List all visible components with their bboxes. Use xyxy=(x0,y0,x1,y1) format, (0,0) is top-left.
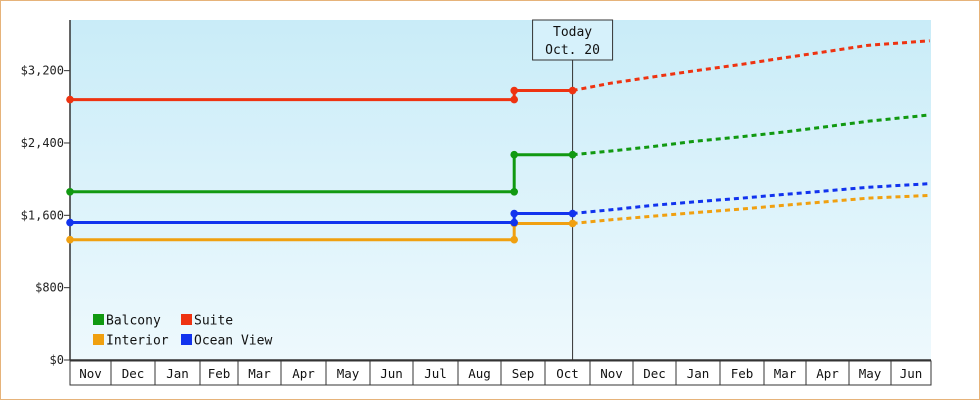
x-month-label: Sep xyxy=(512,366,535,381)
x-month-label: Jun xyxy=(900,366,923,381)
plot-background xyxy=(70,20,931,360)
legend-label-balcony: Balcony xyxy=(106,314,161,329)
x-month-label: Oct xyxy=(556,366,579,381)
legend-swatch-suite xyxy=(181,314,192,325)
series-balcony-point xyxy=(510,150,518,159)
x-month-label: May xyxy=(337,366,360,381)
y-tick-label: $0 xyxy=(50,353,64,367)
series-ocean-view-point xyxy=(510,209,518,218)
x-month-label: Mar xyxy=(774,366,797,381)
series-balcony-point xyxy=(568,150,577,159)
x-month-label: Nov xyxy=(600,366,623,381)
series-interior-point xyxy=(510,235,518,244)
legend-swatch-balcony xyxy=(93,314,104,325)
series-interior-actual-line xyxy=(70,221,573,242)
y-tick-label: $1,600 xyxy=(21,208,64,222)
series-interior-point xyxy=(568,219,577,228)
x-month-label: Apr xyxy=(816,366,839,381)
series-balcony-point xyxy=(510,188,518,196)
series-suite-point xyxy=(510,86,518,95)
y-tick-label: $2,400 xyxy=(21,136,64,150)
x-month-label: Dec xyxy=(643,366,666,381)
series-suite-actual-line xyxy=(70,89,573,102)
series-ocean-view-point xyxy=(66,218,74,227)
series-ocean-view-point xyxy=(568,209,577,218)
x-month-label: Jan xyxy=(166,366,189,381)
legend-label-ocean-view: Ocean View xyxy=(194,334,272,349)
series-ocean-view-point xyxy=(510,218,518,227)
x-month-label: Jun xyxy=(380,366,403,381)
x-month-label: Feb xyxy=(208,366,231,381)
series-balcony-actual-line xyxy=(70,153,573,194)
series-ocean-view-forecast-line xyxy=(572,182,930,216)
x-month-label: Feb xyxy=(731,366,754,381)
series-suite-point xyxy=(568,86,577,95)
legend-swatch-interior xyxy=(93,334,104,345)
series-suite-point xyxy=(66,95,74,104)
today-callout-title: Today xyxy=(553,25,592,40)
today-callout-date: Oct. 20 xyxy=(545,43,600,58)
series-ocean-view-actual-line xyxy=(70,212,573,225)
legend-label-suite: Suite xyxy=(194,314,233,329)
x-month-label: Jul xyxy=(424,366,447,381)
x-month-label: Dec xyxy=(122,366,145,381)
series-interior-point xyxy=(66,235,74,244)
x-month-label: Apr xyxy=(292,366,315,381)
x-month-label: May xyxy=(859,366,882,381)
series-suite-point xyxy=(510,95,518,104)
legend-swatch-ocean-view xyxy=(181,334,192,345)
x-month-label: Jan xyxy=(687,366,710,381)
x-month-label: Aug xyxy=(468,366,491,381)
series-interior-forecast-line xyxy=(572,193,930,225)
y-tick-label: $800 xyxy=(35,281,64,295)
x-month-label: Nov xyxy=(79,366,102,381)
series-balcony-forecast-line xyxy=(572,113,930,157)
series-balcony-point xyxy=(66,188,74,196)
series-suite-forecast-line xyxy=(572,39,930,93)
x-month-label: Mar xyxy=(248,366,271,381)
today-callout xyxy=(532,19,614,61)
legend-label-interior: Interior xyxy=(106,334,169,349)
y-tick-label: $3,200 xyxy=(21,64,64,78)
